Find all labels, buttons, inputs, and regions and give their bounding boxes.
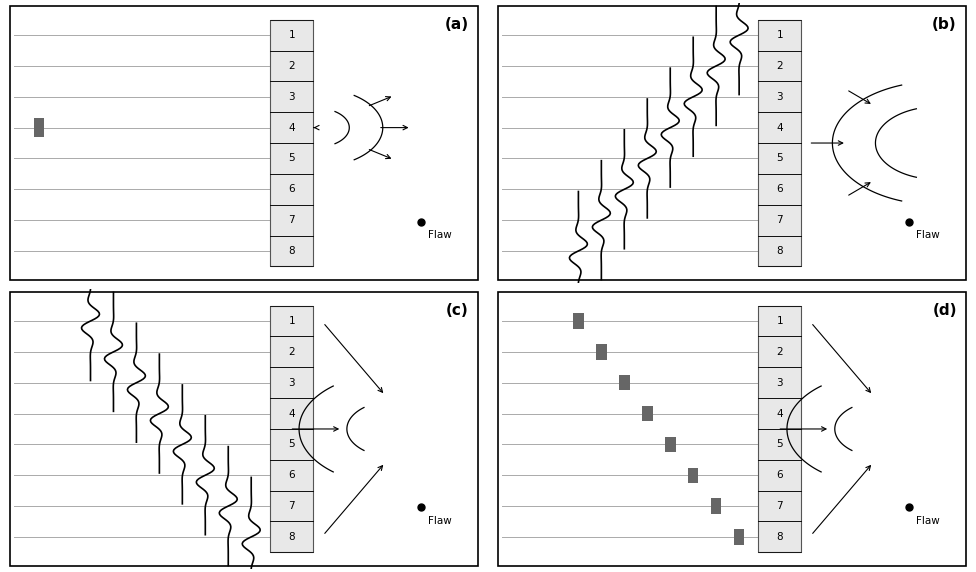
Text: 6: 6: [289, 470, 295, 480]
Text: 4: 4: [777, 122, 783, 133]
Text: 6: 6: [289, 184, 295, 194]
FancyBboxPatch shape: [10, 292, 478, 566]
Text: 2: 2: [289, 347, 295, 357]
Bar: [642, 406, 653, 421]
Bar: [619, 375, 630, 391]
Text: (a): (a): [445, 17, 468, 32]
Text: 1: 1: [289, 30, 295, 40]
Text: 2: 2: [777, 347, 783, 357]
Text: 7: 7: [289, 501, 295, 511]
Text: 1: 1: [777, 30, 783, 40]
FancyBboxPatch shape: [498, 292, 966, 566]
Text: Flaw: Flaw: [428, 230, 452, 240]
Bar: [688, 467, 699, 483]
Text: 5: 5: [289, 439, 295, 450]
Text: (c): (c): [446, 303, 468, 318]
Text: 2: 2: [289, 61, 295, 71]
FancyBboxPatch shape: [10, 6, 478, 280]
Text: Flaw: Flaw: [916, 516, 940, 526]
Text: Flaw: Flaw: [916, 230, 940, 240]
Text: 7: 7: [777, 501, 783, 511]
Text: 5: 5: [777, 439, 783, 450]
Bar: [270, 305, 313, 553]
Bar: [758, 305, 801, 553]
Bar: [573, 313, 584, 329]
Text: 3: 3: [777, 92, 783, 102]
Text: Flaw: Flaw: [428, 516, 452, 526]
Text: 6: 6: [777, 184, 783, 194]
FancyBboxPatch shape: [498, 6, 966, 280]
Text: 5: 5: [777, 153, 783, 164]
Bar: [734, 529, 745, 545]
Text: 8: 8: [289, 246, 295, 256]
Text: 1: 1: [777, 316, 783, 326]
Text: 3: 3: [289, 378, 295, 388]
Text: 1: 1: [289, 316, 295, 326]
Text: 5: 5: [289, 153, 295, 164]
Text: 2: 2: [777, 61, 783, 71]
Text: 7: 7: [777, 215, 783, 225]
Bar: [33, 118, 44, 137]
Text: 4: 4: [289, 408, 295, 419]
Text: 3: 3: [289, 92, 295, 102]
Text: 8: 8: [777, 246, 783, 256]
Text: 6: 6: [777, 470, 783, 480]
Bar: [270, 19, 313, 267]
Bar: [711, 498, 721, 514]
Text: (d): (d): [932, 303, 956, 318]
Bar: [758, 19, 801, 267]
Bar: [596, 344, 607, 360]
Text: 7: 7: [289, 215, 295, 225]
Text: 4: 4: [777, 408, 783, 419]
Text: 8: 8: [289, 532, 295, 542]
Text: (b): (b): [932, 17, 956, 32]
Bar: [665, 436, 675, 452]
Text: 3: 3: [777, 378, 783, 388]
Text: 8: 8: [777, 532, 783, 542]
Text: 4: 4: [289, 122, 295, 133]
